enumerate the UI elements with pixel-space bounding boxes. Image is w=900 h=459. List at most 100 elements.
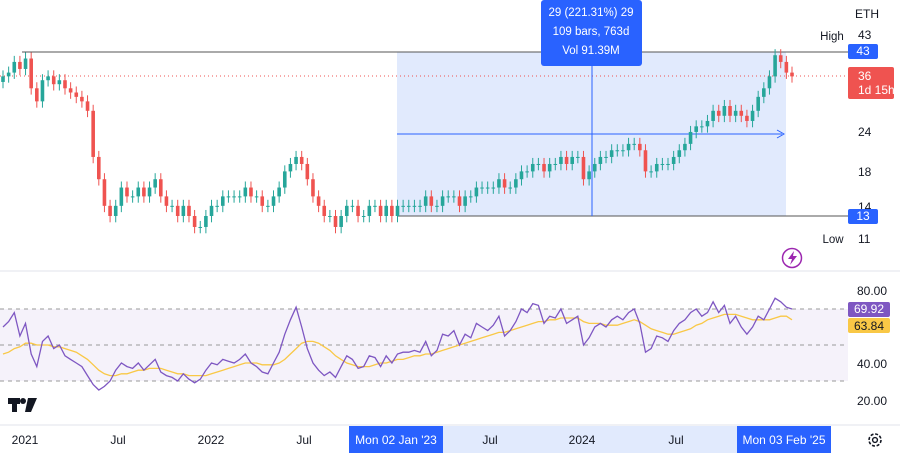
candle-body [328,216,332,217]
measure-top-value: 43 [856,44,870,58]
candle-body [356,205,360,216]
time-label: Jul [110,433,125,447]
candle-body [395,205,400,216]
candle-body [739,110,744,116]
lightning-icon[interactable] [781,247,803,269]
candle-body [63,80,67,89]
candle-body [463,196,467,206]
candle-body [209,205,214,216]
candle-body [271,196,276,206]
rsi-ma-badge [848,318,890,333]
candle-body [226,196,231,198]
candle-body [378,205,383,216]
candle-body [311,179,315,197]
candle-body [705,120,710,127]
candle-body [547,163,552,172]
candle-body [46,76,50,81]
candle-body [711,110,715,121]
candle-body [525,171,529,173]
candle-body [514,179,518,188]
candle-body [18,61,22,69]
candle-body [51,76,56,85]
candle-body [750,110,755,121]
candle-body [80,96,84,102]
candle-body [530,163,535,172]
rsi-ma-line [2,313,793,377]
candle-body [136,187,141,197]
candle-body [198,226,203,228]
candle-body [29,58,33,89]
candle-body [260,196,265,206]
candle-body [294,156,298,164]
candle-body [660,163,665,165]
candle-body [91,110,95,157]
candle-body [390,205,394,216]
candle-body [113,205,118,216]
price-tick: 43 [858,28,872,42]
candle-body [35,88,39,102]
candle-body [384,205,389,216]
measure-bars: 109 bars, 763d [553,26,630,38]
candle-body [666,163,670,165]
candle-body [249,187,253,197]
candle-body [192,216,197,227]
candle-body [74,92,79,97]
candle-body [339,216,343,227]
candle-body [553,163,558,165]
candle-body [68,88,73,93]
candle-body [638,143,642,151]
candle-body [649,171,653,173]
tradingview-logo[interactable] [8,398,37,412]
candle-body [97,156,101,180]
candle-body [108,205,112,216]
candle-body [502,179,507,188]
time-label: 2022 [198,433,225,447]
candle-body [6,72,11,77]
candle-body [581,156,586,180]
candle-body [333,216,338,227]
rsi-ma-value: 63.84 [854,319,884,333]
time-range-highlight [397,426,786,453]
candle-body [491,187,496,189]
settings-gear-icon[interactable] [868,433,882,447]
candle-body [316,196,321,206]
candle-body [609,150,614,157]
time-label: 2024 [569,433,596,447]
candle-body [373,205,377,207]
candle-body [643,150,648,172]
candle-body [654,163,659,172]
candle-body [1,76,5,82]
time-label: 2021 [12,433,39,447]
candle-body [474,187,479,197]
candle-body [299,156,304,164]
candle-body [164,196,169,206]
candle-body [435,205,439,207]
candle-body [604,156,608,158]
candle-body [40,80,45,102]
candle-body [254,196,259,198]
candle-body [429,196,434,206]
candle-body [716,110,721,116]
candle-body [220,196,225,206]
candle-body [508,187,513,189]
candle-body [153,179,157,188]
candle-body [784,61,789,73]
candle-body [485,187,490,189]
rsi-line [2,297,793,391]
candle-body [423,196,428,206]
candle-body [598,156,603,164]
candle-body [344,205,349,216]
measure-change: 29 (221.31%) 29 [548,7,633,19]
candle-body [778,55,783,62]
symbol-label: ETH [855,7,879,21]
candle-body [452,196,456,198]
candle-body [282,171,287,188]
candle-body [542,163,546,172]
candle-body [401,205,405,207]
candle-body [615,150,620,152]
measure-top-badge [848,44,878,59]
candle-body [559,156,563,164]
candle-body [142,187,146,197]
candle-body [536,163,541,165]
